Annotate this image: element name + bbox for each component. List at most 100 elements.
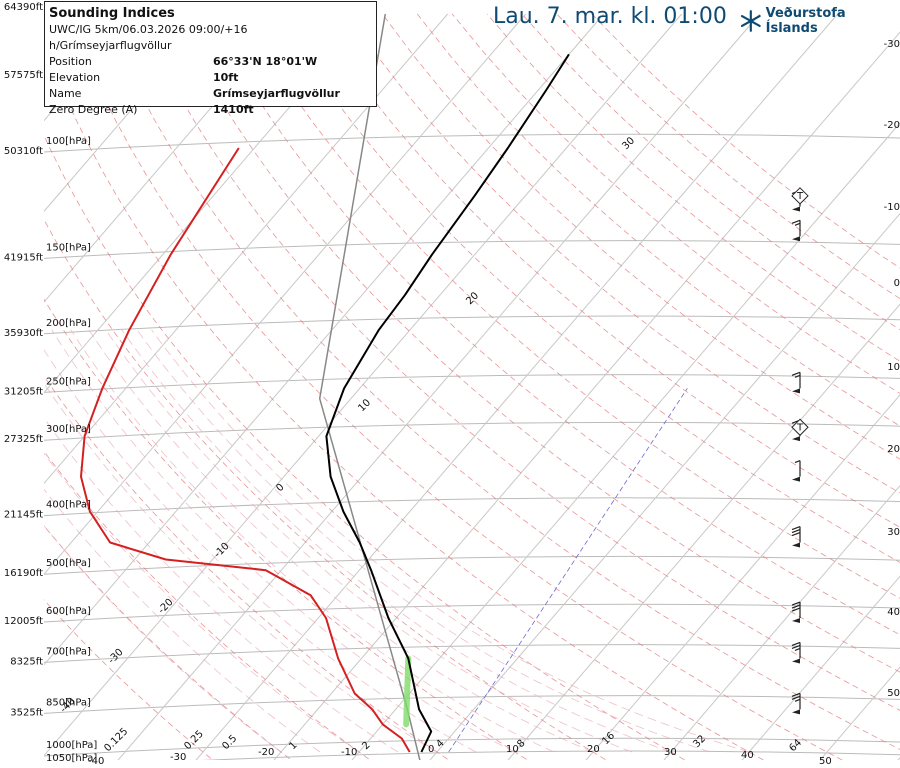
isotherm-30 xyxy=(663,484,900,760)
bottom-label-14: 16 xyxy=(600,730,617,747)
right-label-3: 0 xyxy=(894,278,900,289)
wind-barb-head xyxy=(792,542,800,548)
height-label-250: 31205ft xyxy=(4,386,43,397)
isobar-700 xyxy=(44,644,900,663)
dry-adiabat-80 xyxy=(172,13,900,673)
isotherm--20 xyxy=(273,31,900,760)
isotherm--50 xyxy=(44,13,683,757)
dry-adiabat-130 xyxy=(347,13,900,494)
dry-adiabat-10 xyxy=(44,298,529,760)
valid-time-title: Lau. 7. mar. kl. 01:00 xyxy=(493,4,727,29)
moist-adiabat-25 xyxy=(105,329,633,753)
wind-barb-half xyxy=(794,460,801,464)
bottom-label-0: -40 xyxy=(88,756,104,767)
pressure-label-1000: 1000[hPa] xyxy=(46,740,97,751)
height-label-850: 3525ft xyxy=(10,707,43,718)
isobar-150 xyxy=(44,240,900,259)
isobar-250 xyxy=(44,374,900,393)
right-label-4: 10 xyxy=(887,362,900,373)
isotherm-label-3: 0 xyxy=(274,482,286,494)
chart-grid xyxy=(44,13,900,760)
moist-adiabat-40 xyxy=(151,329,750,753)
pressure-label-600: 600[hPa] xyxy=(46,606,91,617)
isotherm--100 xyxy=(44,13,293,303)
dry-adiabat-90 xyxy=(207,13,900,636)
tropopause-diamond xyxy=(791,187,809,205)
isotherm-40 xyxy=(741,575,900,760)
pressure-label-200: 200[hPa] xyxy=(46,318,91,329)
wind-barb-head xyxy=(792,618,800,624)
bottom-label-17: 40 xyxy=(741,750,754,761)
snowflake-icon xyxy=(740,10,761,32)
dry-adiabat--10 xyxy=(44,450,371,760)
wind-barb-flag xyxy=(791,604,801,609)
wind-barb-flag xyxy=(791,692,801,697)
isotherm--110 xyxy=(44,13,215,213)
isobar-1000 xyxy=(44,737,900,757)
height-label-500: 16190ft xyxy=(4,568,43,579)
moist-adiabat-5 xyxy=(44,348,477,753)
isotherm-label-5: -20 xyxy=(156,597,175,616)
wind-barb-flag xyxy=(791,371,801,376)
wind-barb-head xyxy=(792,658,800,664)
moist-adiabat-30 xyxy=(121,329,672,753)
series-temperature xyxy=(325,53,570,753)
height-label-200: 35930ft xyxy=(4,328,43,339)
isobar-200 xyxy=(44,315,900,335)
dry-adiabat-20 xyxy=(44,218,607,760)
moist-adiabat--15 xyxy=(44,488,321,753)
height-label-100: 50310ft xyxy=(4,146,43,157)
bottom-label-3: 0.25 xyxy=(182,729,206,753)
isotherm-10 xyxy=(507,303,900,760)
pressure-label-850: 850[hPa] xyxy=(46,697,91,708)
wind-barb xyxy=(792,460,801,482)
right-label-7: 40 xyxy=(887,607,900,618)
bottom-label-7: -10 xyxy=(341,747,357,758)
wind-barb xyxy=(791,219,801,242)
wind-barb-flag xyxy=(791,607,801,612)
series-dewpoint xyxy=(80,147,411,753)
isotherm-label-2: 10 xyxy=(356,397,373,414)
tropopause-label: T xyxy=(796,422,804,433)
height-label-400: 21145ft xyxy=(4,510,43,521)
isotherm--10 xyxy=(351,122,900,760)
height-label-700: 8325ft xyxy=(10,656,43,667)
isobar-400 xyxy=(44,497,900,517)
pressure-label-150: 150[hPa] xyxy=(46,242,91,253)
wind-barb-head xyxy=(792,436,800,442)
wind-barb-flag xyxy=(791,641,801,647)
tropopause-marker: T xyxy=(791,187,809,205)
moist-adiabat-10 xyxy=(51,329,516,753)
wind-barb-half xyxy=(794,374,801,378)
bottom-label-5: -20 xyxy=(258,747,274,758)
moist-adiabat-35 xyxy=(136,329,711,753)
wind-barb-half xyxy=(794,222,801,226)
pressure-label-700: 700[hPa] xyxy=(46,646,91,657)
wind-barb-head xyxy=(792,206,800,212)
isotherm--80 xyxy=(44,13,449,485)
wind-barb-flag xyxy=(791,525,801,531)
wind-barb-flag xyxy=(791,219,801,224)
bottom-label-15: 30 xyxy=(664,747,677,758)
wind-barb-flag xyxy=(791,601,801,606)
pressure-label-300: 300[hPa] xyxy=(46,424,91,435)
moist-adiabat--10 xyxy=(44,452,360,753)
isobar-500 xyxy=(44,555,900,575)
info-row-zero-degree: Zero Degree (A) 1410ft xyxy=(49,103,254,116)
dry-adiabat-120 xyxy=(312,13,900,528)
dry-adiabat-150 xyxy=(416,13,900,427)
wind-barb-head xyxy=(792,388,800,394)
wind-barb-flag xyxy=(791,531,801,537)
height-label-300: 27325ft xyxy=(4,434,43,445)
wind-barb-flag xyxy=(791,695,801,700)
dry-adiabat-0 xyxy=(44,375,450,760)
right-label-0: -30 xyxy=(884,39,900,50)
dry-adiabat-40 xyxy=(44,42,765,760)
dry-adiabat-200 xyxy=(591,13,900,269)
bottom-label-13: 20 xyxy=(587,744,600,755)
dry-adiabat-140 xyxy=(382,13,900,460)
moist-adiabat-15 xyxy=(70,329,555,753)
bottom-label-4: 0.5 xyxy=(220,733,239,752)
height-label-57575: 57575ft xyxy=(4,70,43,81)
